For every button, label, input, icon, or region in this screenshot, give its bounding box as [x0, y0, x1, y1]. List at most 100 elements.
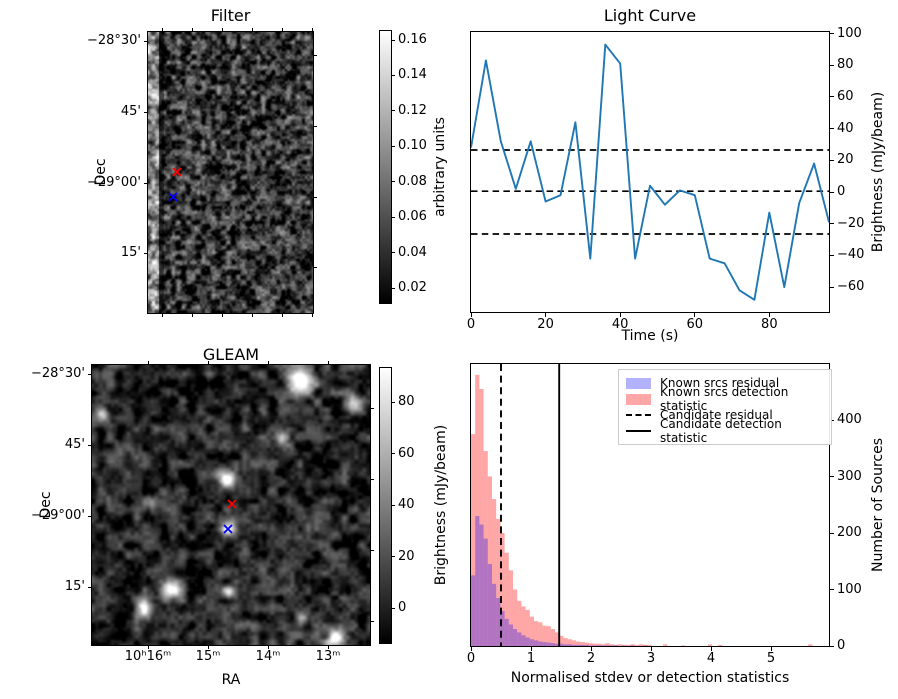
- hist-bar-detection: [576, 641, 581, 646]
- axis-tick: [830, 476, 834, 477]
- filter-blue-x-marker: [168, 192, 178, 202]
- tick-label: 20: [537, 317, 554, 332]
- tick-label: 10ʰ16ᵐ: [124, 649, 172, 664]
- axis-tick: [710, 647, 712, 651]
- hist-bar-residual: [471, 575, 476, 646]
- axis-tick: [470, 647, 472, 651]
- light-curve-title: Light Curve: [603, 6, 697, 25]
- hist-bar-residual: [546, 642, 551, 646]
- filter-colorbar: [379, 30, 392, 304]
- hist-bar-residual: [500, 610, 505, 646]
- hist-bar-detection: [626, 644, 631, 646]
- hist-bar-residual: [475, 516, 480, 646]
- legend: Known srcs residual Known srcs detection…: [618, 369, 832, 445]
- gleam-red-x-marker: [227, 499, 237, 509]
- axis-tick: [88, 515, 92, 517]
- hist-bar-residual: [513, 629, 518, 646]
- hist-bar-residual: [592, 645, 597, 646]
- tick-label: −29°00': [86, 175, 141, 190]
- axis-tick: [830, 254, 834, 256]
- axis-tick: [694, 313, 696, 317]
- hist-bar-residual: [521, 635, 526, 646]
- tick-label: 4: [706, 651, 716, 666]
- tick-label: 0: [837, 638, 846, 653]
- hist-bar-detection: [500, 533, 505, 646]
- tick-label: 1: [526, 651, 536, 666]
- hist-bar-detection: [630, 644, 635, 646]
- axis-tick: [313, 125, 317, 127]
- axis-tick: [830, 532, 834, 534]
- tick-label: −28°30': [86, 33, 141, 48]
- tick-label: 0.10: [398, 138, 427, 154]
- legend-item-candidate-residual: Candidate residual: [626, 407, 824, 423]
- axis-tick: [207, 645, 209, 649]
- gleam-blue-x-marker: [223, 524, 233, 534]
- tick-label: 5: [766, 651, 776, 666]
- hist-bar-detection: [483, 451, 488, 646]
- hist-bar-detection: [559, 635, 564, 646]
- hist-bar-residual: [542, 642, 547, 646]
- axis-tick: [191, 313, 193, 317]
- tick-label: 0.12: [398, 102, 427, 118]
- hist-bar-residual: [479, 524, 484, 646]
- hist-bar-detection: [639, 644, 644, 646]
- legend-item-candidate-detection: Candidate detection statistic: [626, 417, 824, 445]
- axis-tick: [391, 39, 395, 41]
- hist-bar-residual: [567, 644, 572, 646]
- filter-colorbar-gradient: [380, 31, 391, 303]
- axis-tick: [144, 111, 148, 113]
- axis-tick: [619, 313, 621, 317]
- hist-bar-detection: [555, 632, 560, 646]
- legend-label: Candidate residual: [660, 408, 773, 422]
- axis-tick: [311, 313, 313, 317]
- axis-tick: [251, 28, 253, 32]
- axis-tick: [144, 252, 148, 254]
- axis-tick: [830, 419, 834, 421]
- legend-solid-line-sample: [626, 430, 651, 432]
- light-curve-plot: [470, 43, 830, 301]
- hist-bar-residual: [576, 644, 581, 646]
- axis-tick: [313, 54, 317, 56]
- filter-title: Filter: [210, 6, 251, 25]
- axis-tick: [370, 549, 374, 551]
- hist-bar-residual: [605, 645, 610, 646]
- axis-tick: [391, 287, 395, 289]
- hist-bar-detection: [584, 642, 589, 646]
- tick-label: −28°30': [30, 366, 85, 381]
- axis-tick: [830, 33, 834, 34]
- axis-tick: [830, 286, 834, 288]
- hist-bar-residual: [517, 632, 522, 646]
- hist-bar-detection: [588, 643, 593, 646]
- axis-tick: [391, 453, 395, 454]
- hist-bar-residual: [559, 643, 564, 646]
- axis-tick: [770, 647, 772, 651]
- axis-tick: [530, 647, 532, 651]
- tick-label: −40: [837, 247, 865, 263]
- axis-tick: [590, 647, 592, 651]
- axis-tick: [391, 181, 395, 183]
- legend-swatch-pink: [626, 393, 651, 405]
- legend-label: Known srcs detection statistic: [660, 385, 789, 413]
- hist-bar-detection: [508, 570, 513, 646]
- tick-label: 0: [398, 600, 407, 615]
- axis-tick: [281, 28, 283, 32]
- legend-item-known-srcs-residual: Known srcs residual: [626, 375, 824, 391]
- hist-bar-residual: [571, 644, 576, 646]
- hist-bar-detection-tail: [663, 644, 668, 646]
- hist-bar-detection: [521, 606, 526, 646]
- histogram-xlabel: Normalised stdev or detection statistics: [510, 670, 790, 686]
- tick-label: 80: [837, 57, 854, 73]
- light-curve-line: [470, 43, 830, 301]
- axis-tick: [391, 401, 395, 403]
- hist-bar-residual: [525, 637, 530, 646]
- hist-bar-detection: [634, 644, 639, 646]
- axis-tick: [147, 361, 149, 365]
- axis-tick: [545, 313, 547, 317]
- axis-tick: [207, 361, 209, 365]
- light-curve-xlabel: Time (s): [621, 328, 679, 344]
- legend-label: Known srcs residual: [660, 376, 780, 390]
- hist-bar-detection: [525, 609, 530, 646]
- axis-tick: [830, 191, 834, 193]
- hist-bar-detection: [504, 552, 509, 646]
- tick-label: 0.16: [398, 32, 427, 47]
